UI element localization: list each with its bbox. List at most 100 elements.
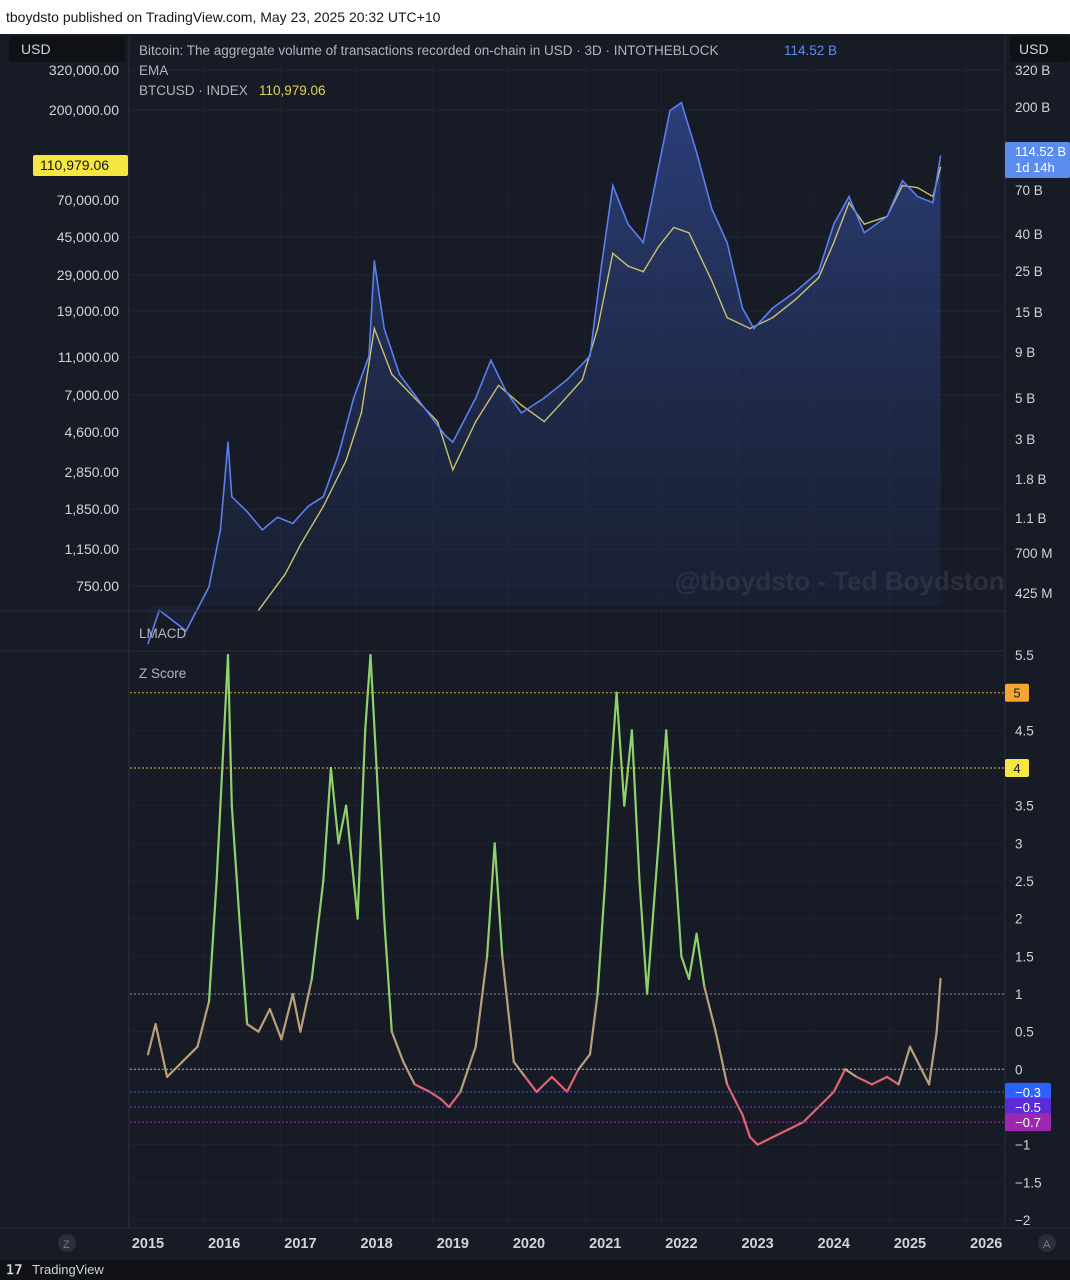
ema-point bbox=[711, 280, 713, 282]
z-badge-label: 5 bbox=[1013, 686, 1020, 701]
price-badge-left-text: 110,979.06 bbox=[40, 157, 109, 173]
zscore-segment bbox=[402, 1060, 416, 1086]
volume-point bbox=[726, 241, 728, 244]
left-axis-label: 4,600.00 bbox=[65, 424, 120, 440]
corner-button-right-label: A bbox=[1043, 1239, 1051, 1251]
volume-point bbox=[848, 195, 850, 198]
chart-svg[interactable]: @tboydsto - Ted Boydston USD USD Bitcoin… bbox=[0, 34, 1070, 1260]
zscore-segment bbox=[238, 917, 249, 1026]
volume-point bbox=[208, 586, 210, 588]
ema-point bbox=[863, 223, 866, 225]
usd-button-left-label: USD bbox=[21, 41, 51, 57]
volume-point bbox=[490, 359, 492, 362]
zscore-segment bbox=[524, 1075, 538, 1094]
z-axis-label: 3 bbox=[1015, 836, 1023, 851]
time-axis-label: 2024 bbox=[818, 1236, 850, 1252]
zscore-segment bbox=[565, 1068, 580, 1094]
right-axis-label: 700 M bbox=[1015, 546, 1053, 561]
zscore-segment bbox=[885, 1075, 900, 1086]
z-axis-label: 4.5 bbox=[1015, 723, 1034, 738]
zscore-segment bbox=[246, 1022, 260, 1033]
zscore-segment bbox=[310, 879, 325, 981]
ema-point bbox=[901, 184, 904, 187]
zscore-segment bbox=[329, 766, 340, 845]
volume-point bbox=[932, 201, 934, 204]
zscore-segment bbox=[459, 1045, 477, 1094]
ema-point bbox=[596, 327, 599, 330]
zscore-segment bbox=[550, 1075, 569, 1094]
corner-button-left[interactable] bbox=[58, 1234, 76, 1252]
ema-point bbox=[474, 420, 477, 423]
ema-line bbox=[257, 167, 942, 611]
volume-point bbox=[444, 434, 447, 437]
z-badge bbox=[1005, 759, 1029, 777]
zscore-segment bbox=[215, 729, 226, 883]
zscore-segment bbox=[207, 879, 218, 1003]
pane-title-zscore[interactable]: Z Score bbox=[139, 666, 186, 681]
z-badge-label: 4 bbox=[1013, 761, 1020, 776]
chart-area[interactable]: @tboydsto - Ted Boydston USD USD Bitcoin… bbox=[0, 34, 1070, 1260]
ema-point bbox=[939, 166, 942, 169]
usd-button-left[interactable] bbox=[9, 36, 125, 62]
pane-title-lmacd[interactable]: LMACD bbox=[139, 626, 187, 641]
zscore-layer bbox=[146, 653, 942, 1146]
volume-point bbox=[383, 327, 386, 330]
time-axis[interactable]: 2015 2016 2017 2018 2019 2020 2021 2022 2023 2024… bbox=[132, 1236, 1002, 1252]
z-badge-label: −0.3 bbox=[1015, 1085, 1041, 1100]
volume-point bbox=[612, 184, 614, 187]
z-axis-label: 2.5 bbox=[1015, 874, 1034, 889]
ema-point bbox=[627, 265, 629, 267]
volume-point bbox=[817, 270, 820, 273]
zscore-segment bbox=[786, 1120, 805, 1131]
volume-point bbox=[794, 290, 797, 293]
volume-point bbox=[711, 208, 713, 210]
zscore-segment bbox=[935, 977, 942, 1033]
volume-point bbox=[505, 390, 507, 393]
reference-line-layer bbox=[130, 692, 1004, 1123]
legend-btcusd-title[interactable]: BTCUSD · INDEX bbox=[139, 83, 248, 98]
right-axis-label: 3 B bbox=[1015, 432, 1035, 447]
volume-point bbox=[246, 510, 248, 513]
legend-series1-title[interactable]: Bitcoin: The aggregate volume of transac… bbox=[139, 43, 719, 58]
z-axis-label: 0 bbox=[1015, 1062, 1023, 1077]
zscore-segment bbox=[345, 804, 359, 920]
zscore-segment bbox=[535, 1075, 554, 1094]
left-axis-label: 70,000.00 bbox=[57, 192, 119, 208]
zscore-axis[interactable]: 5.5 4.5 3.5 3 2.5 2 1.5 1 0.5 0 −1 −1.5 −2 bbox=[1015, 648, 1042, 1228]
corner-button-right[interactable] bbox=[1038, 1234, 1056, 1252]
zscore-segment bbox=[268, 1007, 283, 1041]
volume-point bbox=[352, 397, 355, 399]
legend-ema-title[interactable]: EMA bbox=[139, 63, 168, 78]
volume-point bbox=[276, 516, 279, 519]
zscore-segment bbox=[615, 691, 626, 807]
volume-point bbox=[741, 307, 744, 309]
volume-point bbox=[642, 241, 645, 244]
zscore-segment bbox=[501, 955, 515, 1063]
usd-button-right[interactable] bbox=[1010, 36, 1070, 62]
right-axis-label: 1.8 B bbox=[1015, 472, 1047, 487]
price-badge-right bbox=[1005, 142, 1070, 178]
volume-point bbox=[337, 454, 340, 456]
zscore-segment bbox=[596, 879, 607, 996]
ema-point bbox=[413, 397, 416, 399]
z-badge bbox=[1005, 683, 1029, 702]
zscore-segment bbox=[474, 955, 489, 1048]
zscore-segment bbox=[493, 842, 504, 958]
zscore-segment bbox=[577, 1053, 592, 1071]
right-axis-label: 425 M bbox=[1015, 586, 1053, 601]
time-axis-label: 2016 bbox=[208, 1236, 240, 1252]
zscore-segment bbox=[657, 729, 668, 845]
left-axis-label: 45,000.00 bbox=[57, 229, 119, 245]
volume-point bbox=[322, 495, 325, 498]
right-price-axis[interactable]: 320 B 200 B 70 B 40 B 25 B 15 B 9 B 5 B 3 B 1.8 B… bbox=[1015, 63, 1053, 601]
tradingview-logo-icon[interactable]: 𝟣𝟩 bbox=[6, 1262, 23, 1277]
right-axis-label: 1.1 B bbox=[1015, 511, 1047, 526]
zscore-segment bbox=[604, 766, 613, 883]
zscore-segment bbox=[383, 917, 393, 1033]
zscore-segment bbox=[908, 1045, 923, 1071]
zscore-segment bbox=[291, 992, 302, 1033]
ema-point bbox=[833, 241, 835, 244]
volume-point bbox=[373, 260, 376, 262]
zscore-segment bbox=[588, 992, 599, 1056]
left-price-axis[interactable]: 320,000.00 200,000.00 70,000.00 45,000.00 29… bbox=[49, 62, 119, 594]
